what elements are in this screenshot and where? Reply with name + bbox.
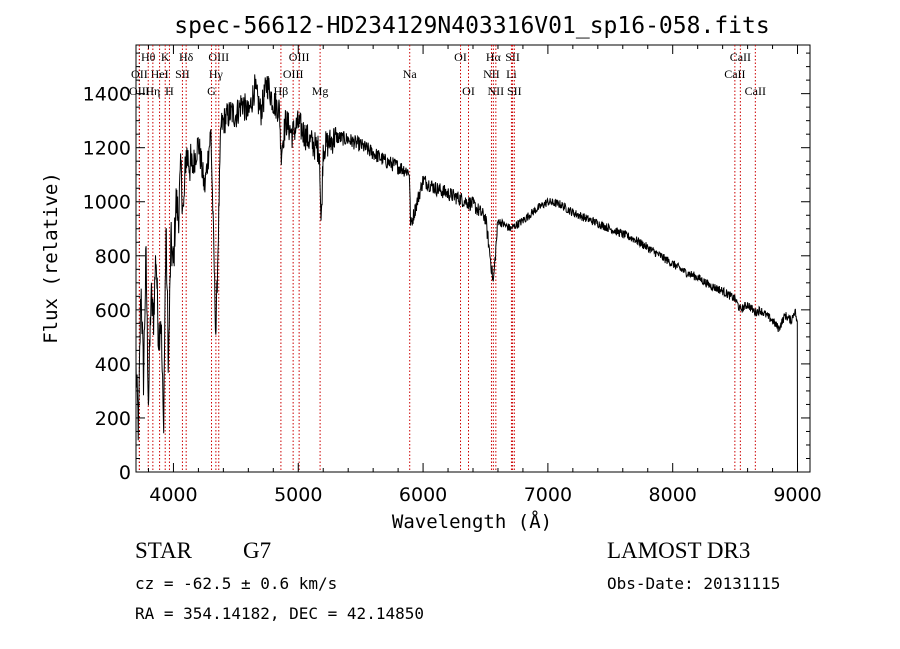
y-tick-label: 1400 xyxy=(83,84,131,106)
line-marker-label: CaII xyxy=(745,84,766,98)
line-marker-label: Na xyxy=(403,67,418,81)
line-marker-label: NII xyxy=(488,84,505,98)
y-tick-label: 0 xyxy=(119,462,131,484)
line-marker-label: K xyxy=(161,50,170,64)
x-tick-label: 7000 xyxy=(524,484,572,506)
line-marker-label: Mg xyxy=(312,84,329,98)
line-marker-label: SII xyxy=(507,84,522,98)
line-marker-label: OI xyxy=(462,84,475,98)
line-marker-label: SII xyxy=(175,67,190,81)
plot-area xyxy=(135,74,798,473)
line-marker-label: OIII xyxy=(283,67,304,81)
line-marker-label: HeI xyxy=(151,67,169,81)
line-marker-label: Li xyxy=(506,67,517,81)
line-marker-label: OIII xyxy=(208,50,229,64)
survey-name: LAMOST DR3 xyxy=(607,538,751,563)
y-tick-label: 600 xyxy=(95,300,131,322)
line-marker-label: Hβ xyxy=(274,84,289,98)
line-marker-label: G xyxy=(207,84,216,98)
y-tick-label: 200 xyxy=(95,408,131,430)
line-marker-label: CaII xyxy=(730,50,751,64)
line-marker-label: Hη xyxy=(145,84,160,98)
radial-velocity: cz = -62.5 ± 0.6 km/s xyxy=(135,574,338,593)
coordinates: RA = 354.14182, DEC = 42.14850 xyxy=(135,604,424,623)
line-marker-label: NII xyxy=(483,67,500,81)
x-axis-label: Wavelength (Å) xyxy=(392,510,552,533)
y-tick-label: 400 xyxy=(95,354,131,376)
x-axis: 4000 5000 6000 7000 8000 9000 xyxy=(147,45,822,506)
y-tick-label: 1200 xyxy=(83,138,131,160)
x-tick-label: 4000 xyxy=(149,484,197,506)
line-marker-label: SII xyxy=(505,50,520,64)
chart-title: spec-56612-HD234129N403316V01_sp16-058.f… xyxy=(174,13,769,39)
line-marker-label: Hδ xyxy=(179,50,194,64)
x-tick-label: 9000 xyxy=(773,484,821,506)
y-tick-label: 800 xyxy=(95,246,131,268)
y-axis: 0 200 400 600 800 1000 1200 1400 xyxy=(83,52,810,484)
line-marker-label: OI xyxy=(454,50,467,64)
spectrum-flux-line xyxy=(135,74,798,473)
line-marker-label: OIII xyxy=(129,84,150,98)
object-class: STAR xyxy=(135,538,192,563)
line-marker-label: CaII xyxy=(724,67,745,81)
line-marker-label: H xyxy=(165,84,174,98)
x-tick-label: 6000 xyxy=(399,484,447,506)
line-marker-label: Hθ xyxy=(141,50,156,64)
x-tick-label: 8000 xyxy=(649,484,697,506)
y-axis-label: Flux (relative) xyxy=(40,172,62,344)
line-marker-label: Hα xyxy=(486,50,502,64)
line-marker-label: Hγ xyxy=(209,67,224,81)
y-tick-label: 1000 xyxy=(83,192,131,214)
object-subclass: G7 xyxy=(243,538,272,563)
line-marker-label: OIII xyxy=(289,50,310,64)
observation-date: Obs-Date: 20131115 xyxy=(607,574,781,593)
x-tick-label: 5000 xyxy=(274,484,322,506)
